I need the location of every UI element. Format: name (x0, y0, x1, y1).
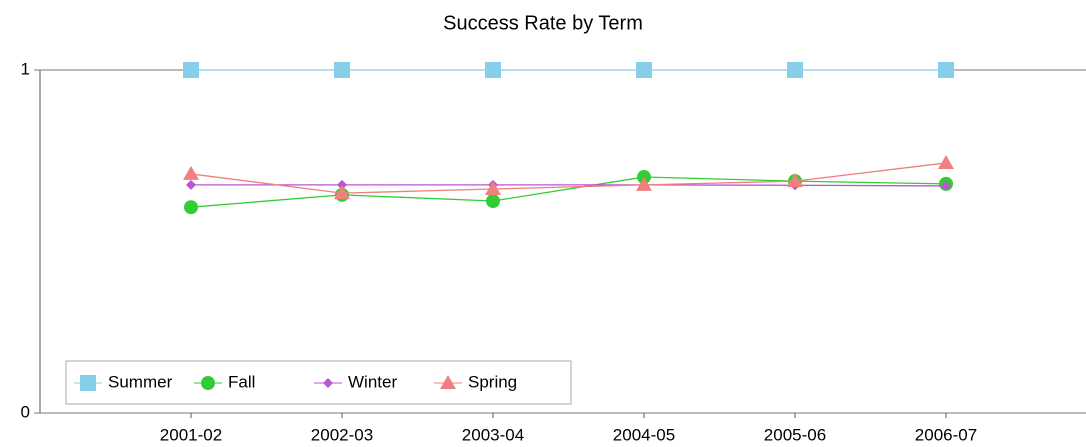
data-point (485, 181, 501, 196)
data-point (787, 62, 803, 78)
data-point (636, 176, 652, 191)
data-point (787, 173, 803, 188)
legend-marker (440, 375, 456, 389)
y-tick-label: 1 (21, 59, 30, 78)
data-point (938, 62, 954, 78)
data-point (337, 179, 347, 190)
legend-marker (80, 375, 96, 391)
x-tick-label: 2002-03 (311, 425, 373, 444)
data-point (941, 180, 951, 191)
legend-marker (201, 376, 215, 390)
data-point (334, 185, 350, 200)
data-point (636, 62, 652, 78)
data-point (183, 62, 199, 78)
chart-title: Success Rate by Term (443, 12, 643, 34)
data-point (485, 62, 501, 78)
legend-label: Winter (348, 372, 397, 391)
legend-label: Spring (468, 372, 517, 391)
x-tick-label: 2003-04 (462, 425, 524, 444)
y-tick-label: 0 (21, 402, 30, 421)
legend-label: Summer (108, 372, 173, 391)
series-line (190, 176, 947, 208)
x-tick-label: 2006-07 (915, 425, 977, 444)
data-point (183, 165, 199, 180)
x-tick-label: 2001-02 (160, 425, 222, 444)
legend-label: Fall (228, 372, 255, 391)
data-point (486, 194, 500, 209)
data-point (184, 200, 198, 215)
legend-marker (323, 378, 333, 388)
data-point (938, 154, 954, 169)
data-point (186, 179, 196, 190)
series-line (190, 162, 947, 194)
series-line (191, 184, 947, 187)
x-tick-label: 2004-05 (613, 425, 675, 444)
data-point (334, 62, 350, 78)
x-tick-label: 2005-06 (764, 425, 826, 444)
